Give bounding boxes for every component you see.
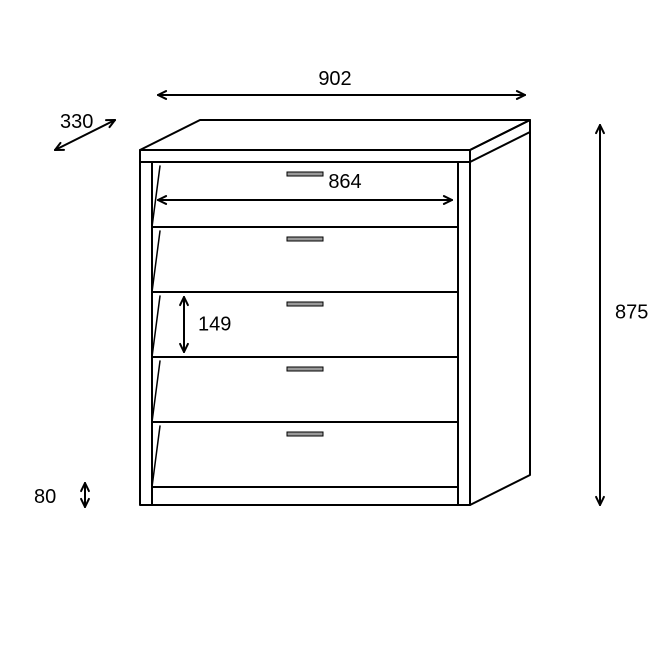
dim-width-label: 902 — [318, 68, 351, 90]
dim-depth-label: 330 — [60, 111, 93, 133]
dim-drawer-width-label: 864 — [328, 171, 361, 193]
dim-base-height-label: 80 — [34, 486, 56, 508]
dresser-diagram: 902 330 875 864 149 80 — [0, 0, 665, 665]
dim-height-label: 875 — [615, 302, 648, 324]
dim-drawer-height-label: 149 — [198, 314, 231, 336]
